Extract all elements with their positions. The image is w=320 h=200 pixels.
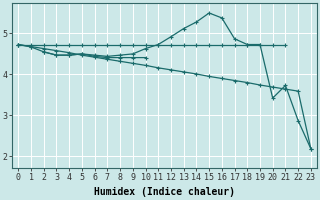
X-axis label: Humidex (Indice chaleur): Humidex (Indice chaleur) [94, 187, 235, 197]
